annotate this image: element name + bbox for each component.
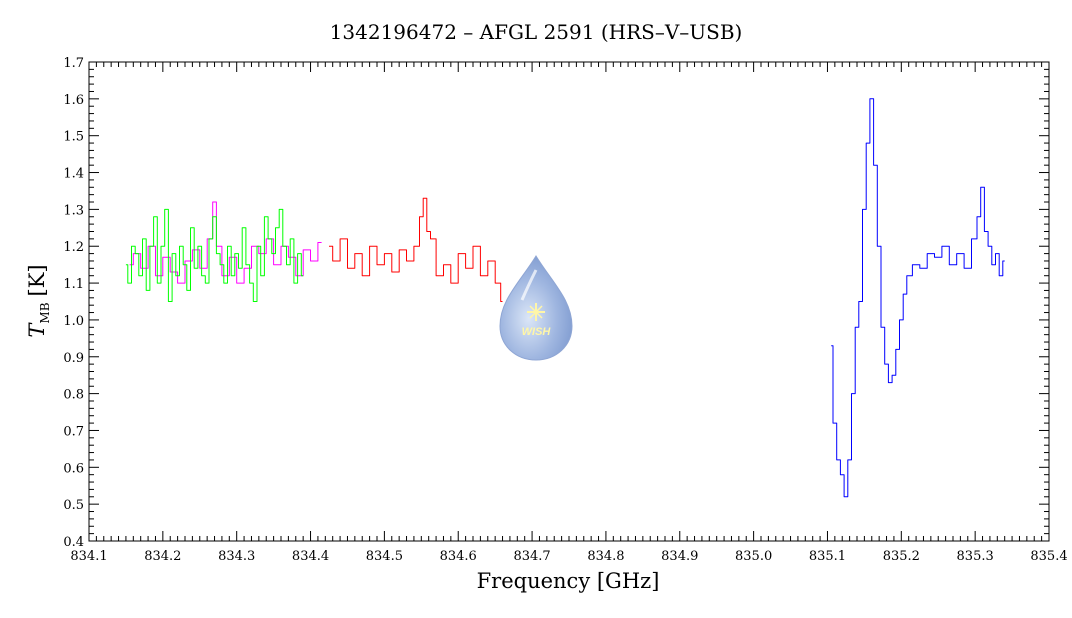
y-axis-label-main: T [25,322,49,338]
y-tick-label: 1.1 [63,277,84,292]
y-tick-label: 1.6 [63,93,84,108]
x-tick-label: 834.1 [70,549,107,564]
y-axis-label: TMB [K] [25,264,52,337]
chart-title: 1342196472 – AFGL 2591 (HRS–V–USB) [330,20,743,44]
svg-text:TMB[K]: TMB [K] [25,264,52,337]
x-tick-label: 834.8 [587,549,624,564]
y-tick-label: 1.5 [63,130,84,145]
y-tick-label: 1.2 [63,240,84,255]
series-line-2 [329,197,503,302]
x-tick-label: 835.2 [883,549,920,564]
series-line-0 [129,201,322,284]
y-tick-label: 1.7 [63,56,84,71]
y-tick-label: 1.4 [63,167,84,182]
x-tick-label: 834.6 [440,549,477,564]
series-line-3 [831,98,1005,498]
plot-frame [88,61,1050,542]
y-tick-label: 0.8 [63,388,84,403]
x-tick-label: 835.4 [1030,549,1067,564]
y-tick-label: 0.9 [63,351,84,366]
y-tick-label: 1.3 [63,203,84,218]
y-tick-label: 0.5 [63,498,84,513]
x-tick-label: 834.2 [144,549,181,564]
logo-text: WISH [522,326,552,338]
x-tick-label: 834.5 [366,549,403,564]
series-layer [125,98,1005,498]
y-tick-label: 0.7 [63,424,84,439]
wish-logo: WISH [499,255,573,361]
series-line-1 [125,208,304,302]
star-icon [527,303,545,321]
y-tick-label: 0.6 [63,461,84,476]
x-tick-label: 834.9 [661,549,698,564]
y-tick-label: 0.4 [63,535,84,550]
x-tick-label: 834.4 [292,549,329,564]
x-axis-label: Frequency [GHz] [477,569,660,593]
y-axis-label-unit: [K] [25,264,49,296]
axis-ticks: 834.1 834.2 834.3 834.4 834.5 834.6 834.7 834.8… [63,56,1067,564]
x-tick-label: 835.3 [957,549,994,564]
x-tick-label: 835.1 [809,549,846,564]
x-tick-label: 834.7 [513,549,550,564]
y-tick-label: 1.0 [63,314,84,329]
x-tick-label: 834.3 [218,549,255,564]
y-axis-label-sub: MB [38,302,52,323]
x-tick-label: 835.0 [735,549,772,564]
